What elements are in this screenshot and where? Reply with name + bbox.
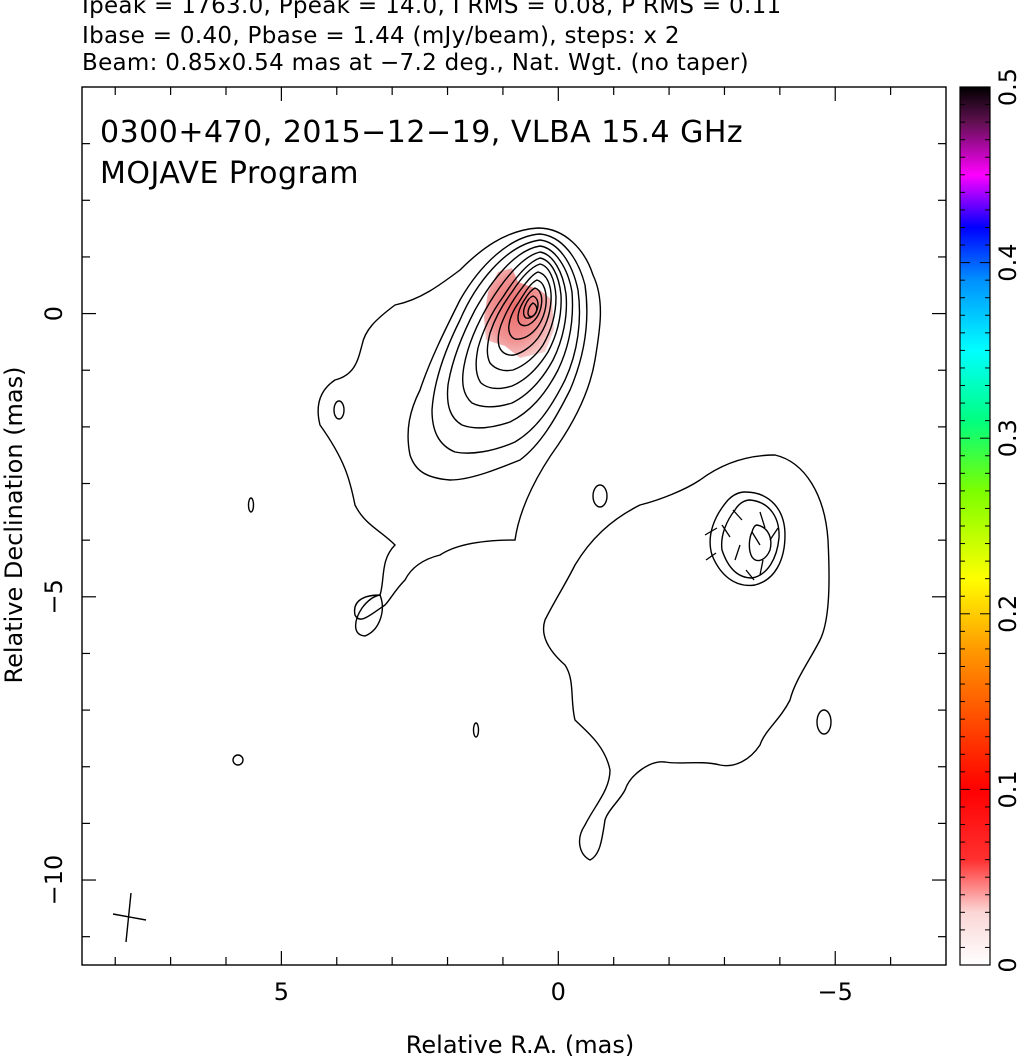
colorbar-tick-label: 0.4 xyxy=(994,244,1021,282)
plot-title-line-2: MOJAVE Program xyxy=(100,156,359,191)
polarization-vectors xyxy=(704,509,779,581)
plot-frame xyxy=(81,86,947,966)
header-line-3: Beam: 0.85x0.54 mas at −7.2 deg., Nat. W… xyxy=(82,50,749,76)
colorbar-tick-labels: 0 0.1 0.2 0.3 0.4 0.5 xyxy=(994,68,1021,973)
colorbar-tick-label: 0.3 xyxy=(994,419,1021,457)
axis-tick-labels: 5 0 −5 0 −5 −10 xyxy=(40,306,853,1006)
plot-title-line-1: 0300+470, 2015−12−19, VLBA 15.4 GHz xyxy=(100,115,743,150)
colorbar-tick-label: 0.5 xyxy=(994,68,1021,106)
x-tick-label: 5 xyxy=(274,978,289,1006)
contour-lines xyxy=(232,227,832,861)
y-axis-label: Relative Declination (mas) xyxy=(0,366,28,683)
axis-ticks xyxy=(82,87,946,965)
colorbar-tick-label: 0.2 xyxy=(994,595,1021,633)
header-line-2: Ibase = 0.40, Pbase = 1.44 (mJy/beam), s… xyxy=(82,23,680,49)
y-tick-label: 0 xyxy=(40,306,68,321)
colorbar-tick-label: 0 xyxy=(994,957,1021,972)
x-axis-label: Relative R.A. (mas) xyxy=(406,1031,634,1059)
y-tick-label: −10 xyxy=(40,855,68,906)
header-line-1: Ipeak = 1763.0, Ppeak = 14.0, I RMS = 0.… xyxy=(82,0,782,19)
x-tick-label: −5 xyxy=(818,978,853,1006)
colorbar-tick-label: 0.1 xyxy=(994,770,1021,808)
beam-cross xyxy=(112,892,147,943)
colorbar-ticks xyxy=(960,86,990,966)
y-tick-label: −5 xyxy=(40,579,68,614)
x-tick-label: 0 xyxy=(551,978,566,1006)
